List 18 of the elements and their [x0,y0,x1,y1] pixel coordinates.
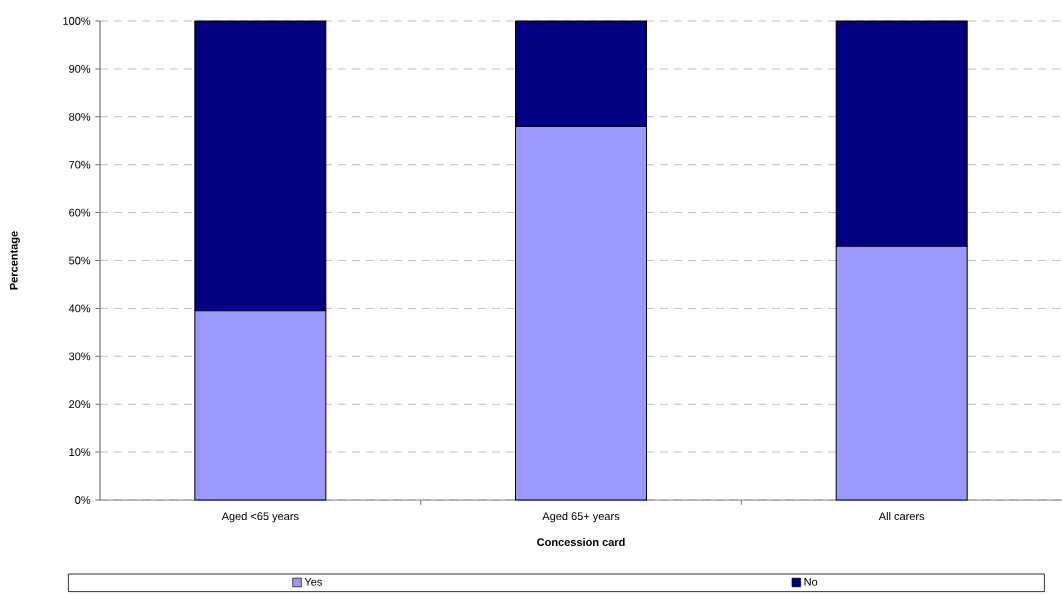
y-tick-label: 40% [68,304,91,313]
x-axis-title: Concession card [537,537,625,547]
y-tick-label: 30% [69,352,91,361]
legend-label: Yes [304,578,322,586]
y-tick-label: 90% [69,65,91,73]
y-tick-label: 20% [69,400,91,409]
y-axis-title: Percentage [10,231,20,290]
legend-label: No [804,578,818,586]
y-tick-label: 10% [69,448,91,456]
x-tick-label: All carers [878,512,925,521]
y-tick-label: 100% [63,17,91,25]
y-tick-label: 0% [75,496,91,504]
y-tick-label: 50% [69,256,91,265]
y-tick-label: 70% [69,160,91,169]
x-tick-label: Aged 65+ years [542,512,620,523]
x-tick-label: Aged <65 years [221,512,299,523]
y-tick-label: 80% [69,112,91,121]
y-tick-label: 60% [69,208,91,217]
